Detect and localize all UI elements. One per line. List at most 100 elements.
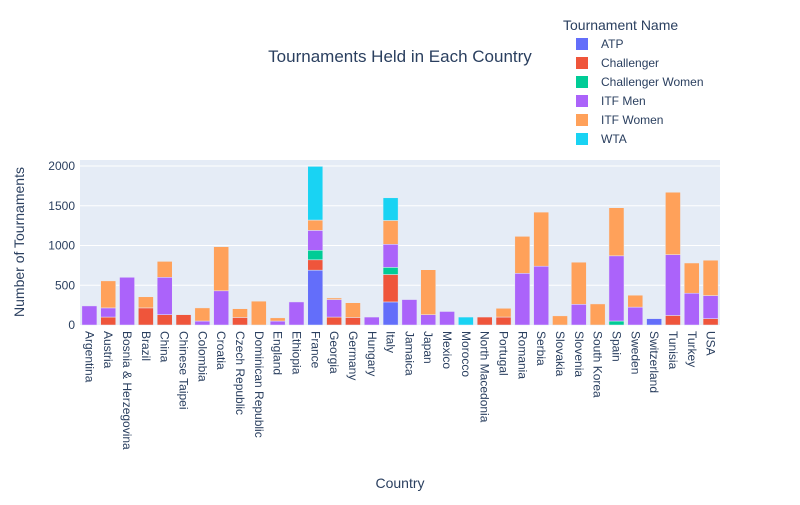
bar-segment bbox=[420, 269, 437, 315]
bar-segment bbox=[627, 294, 644, 308]
legend-label[interactable]: ITF Women bbox=[601, 113, 663, 127]
bar-segment bbox=[307, 250, 324, 261]
legend-swatch[interactable] bbox=[576, 133, 588, 145]
bar-segment bbox=[81, 305, 98, 326]
bar-segment bbox=[495, 316, 512, 326]
legend-label[interactable]: WTA bbox=[601, 132, 627, 146]
bar-segment bbox=[382, 220, 399, 245]
bar-segment bbox=[589, 303, 606, 326]
bar-segment bbox=[307, 166, 324, 221]
bar-segment bbox=[514, 273, 531, 326]
x-tick-label: Portugal bbox=[497, 331, 511, 376]
x-tick-label: Croatia bbox=[214, 331, 228, 370]
x-tick-label: Serbia bbox=[534, 331, 548, 366]
x-tick-label: Italy bbox=[384, 331, 398, 353]
x-tick-label: England bbox=[271, 331, 285, 375]
bar-segment bbox=[194, 307, 211, 322]
bar-segment bbox=[382, 197, 399, 221]
legend-label[interactable]: ATP bbox=[601, 37, 623, 51]
bar-segment bbox=[288, 301, 305, 326]
bar-segment bbox=[608, 320, 625, 326]
bar-segment bbox=[138, 296, 154, 309]
bar-segment bbox=[382, 244, 399, 268]
bar-segment bbox=[608, 255, 625, 322]
legend-label[interactable]: ITF Men bbox=[601, 94, 646, 108]
x-tick-label: Bosnia & Herzegovina bbox=[120, 331, 134, 450]
x-tick-label: Georgia bbox=[327, 331, 341, 374]
x-tick-label: Hungary bbox=[365, 331, 379, 376]
bar-segment bbox=[571, 261, 587, 305]
x-tick-label: Romania bbox=[515, 331, 529, 379]
legend-swatch[interactable] bbox=[576, 76, 588, 88]
bar-segment bbox=[382, 301, 399, 326]
bar-segment bbox=[213, 246, 229, 292]
bar-segment bbox=[514, 236, 531, 274]
bar-segment bbox=[156, 277, 173, 315]
x-tick-label: Czech Republic bbox=[233, 331, 247, 415]
bar-segment bbox=[382, 274, 399, 303]
bar-segment bbox=[307, 230, 324, 251]
x-tick-label: Jamaica bbox=[402, 331, 416, 376]
legend-swatch[interactable] bbox=[576, 95, 588, 107]
bar-segment bbox=[345, 302, 361, 318]
bar-segment bbox=[156, 314, 173, 326]
x-tick-label: France bbox=[308, 331, 322, 369]
x-tick-label: Chinese Taipei bbox=[177, 331, 191, 410]
bar-segment bbox=[100, 307, 117, 318]
y-tick-label: 0 bbox=[68, 318, 75, 332]
bar-segment bbox=[326, 297, 342, 300]
x-tick-label: Sweden bbox=[628, 331, 642, 374]
bar-segment bbox=[533, 211, 549, 267]
x-tick-label: Brazil bbox=[139, 331, 153, 361]
bar-segment bbox=[458, 316, 474, 326]
x-tick-label: China bbox=[158, 331, 172, 363]
bar-segment bbox=[683, 292, 700, 326]
legend-label[interactable]: Challenger Women bbox=[601, 75, 704, 89]
bar-segment bbox=[627, 306, 644, 326]
legend-swatch[interactable] bbox=[576, 57, 588, 69]
legend-swatch[interactable] bbox=[576, 38, 588, 50]
bar-segment bbox=[665, 254, 681, 316]
bar-segment bbox=[420, 314, 437, 326]
bar-segment bbox=[213, 290, 229, 326]
bar-segment bbox=[345, 317, 361, 326]
legend: Tournament Name ATP Challenger Challenger … bbox=[563, 17, 704, 146]
x-tick-label: Germany bbox=[346, 331, 360, 380]
bar-segment bbox=[175, 314, 192, 326]
bar-segment bbox=[646, 318, 662, 326]
bar-segment bbox=[495, 308, 512, 318]
y-tick-label: 1000 bbox=[48, 239, 75, 253]
x-tick-label: Spain bbox=[609, 331, 623, 362]
bar-segment bbox=[382, 267, 399, 275]
x-tick-label: Austria bbox=[101, 331, 115, 369]
bar-segment bbox=[363, 316, 380, 326]
x-tick-label: Japan bbox=[421, 331, 435, 364]
x-axis-title: Country bbox=[375, 475, 424, 491]
x-tick-label: Mexico bbox=[440, 331, 454, 369]
bar-segment bbox=[571, 304, 587, 326]
x-tick-label: Argentina bbox=[82, 331, 96, 383]
bar-segment bbox=[533, 265, 549, 326]
y-axis-title: Number of Tournaments bbox=[11, 167, 27, 317]
x-tick-label: Slovakia bbox=[553, 331, 567, 377]
x-tick-label: Switzerland bbox=[647, 331, 661, 393]
bar-segment bbox=[665, 315, 681, 326]
bar-segment bbox=[608, 207, 625, 257]
bars bbox=[81, 166, 719, 326]
x-tick-label: South Korea bbox=[591, 331, 605, 398]
bar-segment bbox=[100, 280, 117, 309]
x-tick-label: Colombia bbox=[195, 331, 209, 382]
bar-segment bbox=[100, 316, 117, 326]
bar-segment bbox=[269, 320, 286, 326]
bar-segment bbox=[702, 259, 719, 296]
bar-segment bbox=[307, 259, 324, 271]
legend-label[interactable]: Challenger bbox=[601, 56, 659, 70]
bar-segment bbox=[439, 311, 455, 326]
bar-segment bbox=[232, 308, 248, 318]
bar-segment bbox=[156, 261, 173, 278]
legend-swatch[interactable] bbox=[576, 114, 588, 126]
x-tick-label: Ethiopia bbox=[289, 331, 303, 375]
x-tick-label: USA bbox=[704, 331, 718, 356]
bar-segment bbox=[702, 318, 719, 326]
